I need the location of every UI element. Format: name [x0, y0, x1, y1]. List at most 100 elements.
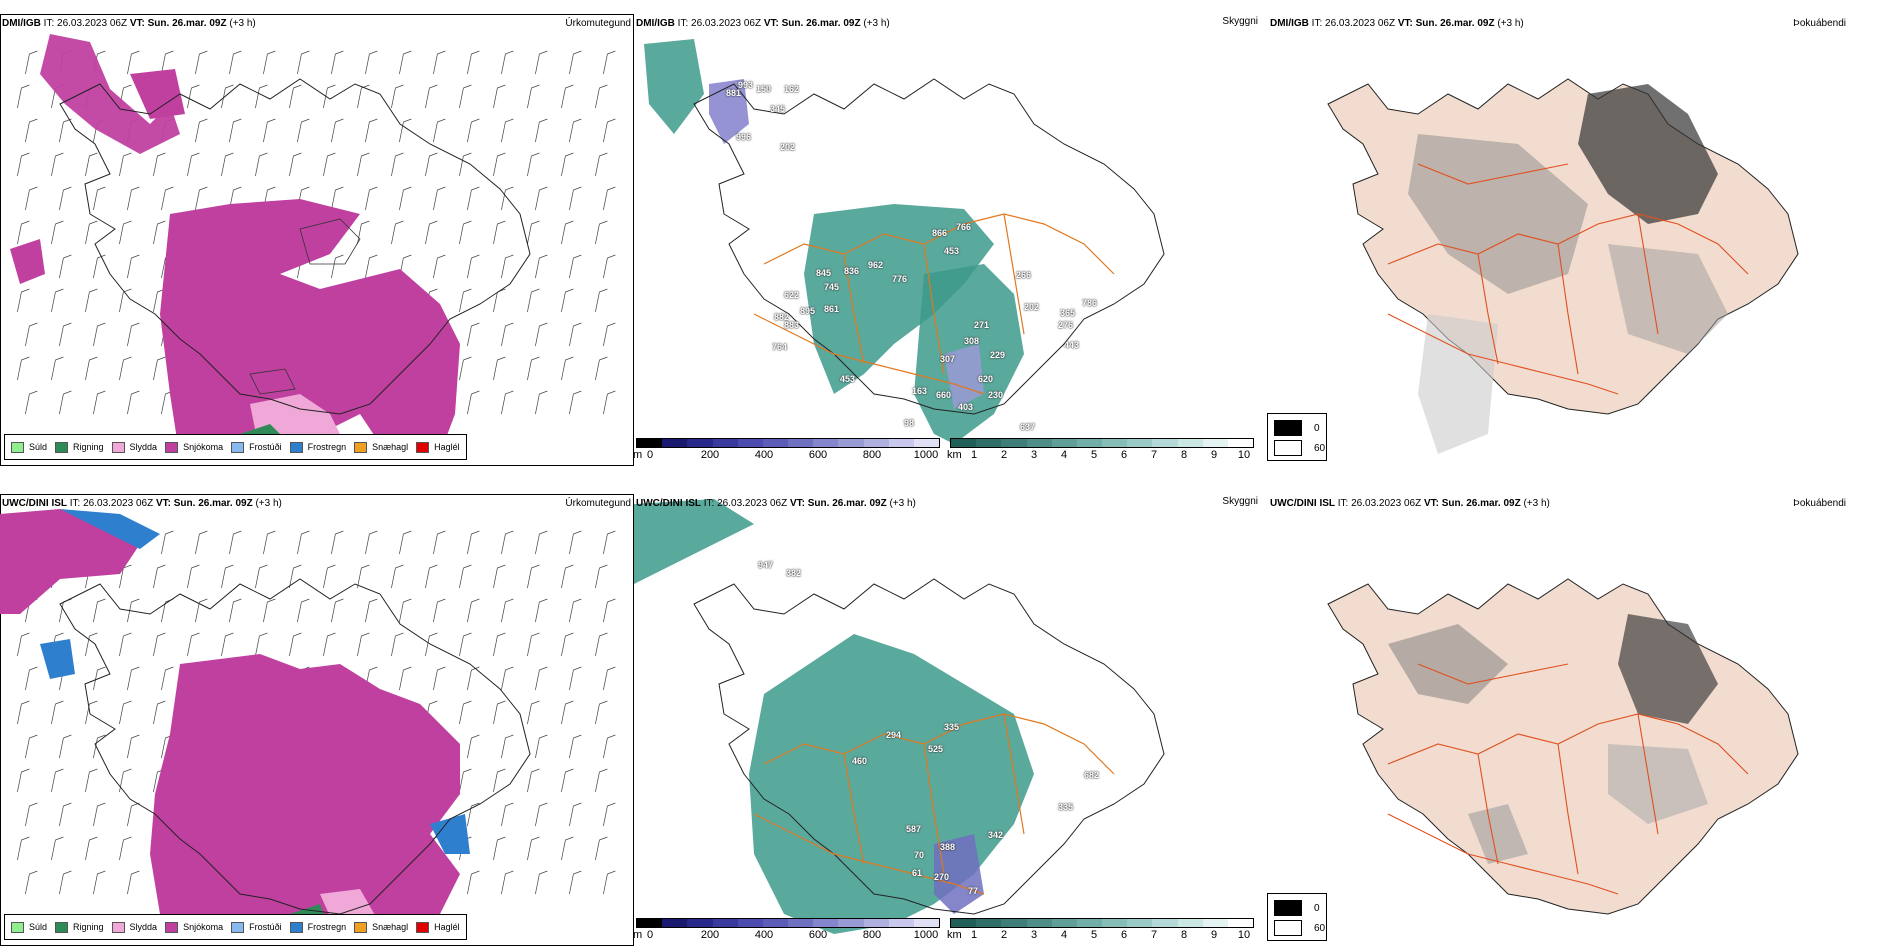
cloud-base-label: 660: [936, 390, 952, 400]
wind-barb: [569, 734, 582, 759]
cloud-base-label: 745: [824, 282, 840, 292]
panel-title: UWC/DINI ISL IT: 26.03.2023 06Z VT: Sun.…: [636, 498, 916, 509]
road-network: [753, 713, 1115, 895]
wind-barb: [127, 870, 140, 895]
scale-tick: 800: [862, 929, 882, 941]
wind-barb: [493, 84, 506, 109]
fog-medium-area: [1388, 624, 1508, 704]
cloud-base-scale: m 0 200 400 600 800 1000: [634, 438, 940, 462]
precip-legend: Súld Rigning Slydda Snjókoma Frostúði Fr…: [4, 914, 467, 940]
wind-barb: [399, 598, 412, 623]
wind-barb: [603, 390, 616, 415]
cloud-base-label: 335: [944, 722, 960, 732]
wind-barb: [595, 84, 608, 109]
scale-tick: 400: [754, 449, 774, 461]
wind-barb: [59, 186, 72, 211]
cloud-base-label: 294: [886, 730, 902, 740]
wind-barb: [365, 50, 378, 75]
wind-barb: [93, 322, 106, 347]
wind-barb: [391, 152, 404, 177]
cloud-base-label: 453: [840, 374, 856, 384]
wind-barb: [365, 598, 378, 623]
scale-tick: 200: [700, 929, 720, 941]
wind-barb: [535, 734, 548, 759]
fog-light-area: [1608, 744, 1708, 824]
cloud-base-label: 77: [968, 886, 979, 896]
fog-light-area: [1418, 314, 1498, 454]
visibility-scale: km 1 2 3 4 5 6 7 8 9 10: [947, 438, 1254, 462]
snow-area: [160, 199, 460, 459]
legend-item: Rigning: [55, 921, 104, 933]
scale-tick: 800: [862, 449, 882, 461]
wind-barb: [467, 734, 480, 759]
wind-barb: [323, 84, 336, 109]
wind-barb: [85, 836, 98, 861]
wind-barb: [603, 598, 616, 623]
wind-barb: [255, 84, 268, 109]
wind-barb: [17, 84, 30, 109]
precip-map-graphic: [0, 509, 616, 939]
cloud-base-label: 460: [852, 756, 868, 766]
legend-swatch: [231, 441, 245, 453]
wind-barb: [119, 356, 132, 381]
cloud-base-label: 150: [756, 84, 772, 94]
wind-barb: [425, 220, 438, 245]
wind-barb: [153, 356, 166, 381]
wind-barb: [467, 254, 480, 279]
wind-barb: [59, 254, 72, 279]
wind-barb: [501, 118, 514, 143]
precip-legend: Súld Rigning Slydda Snjókoma Frostúði Fr…: [4, 434, 467, 460]
fog-legend-swatch: [1274, 420, 1302, 436]
wind-barb: [17, 356, 30, 381]
wind-barb: [59, 390, 72, 415]
legend-swatch: [231, 921, 245, 933]
wind-barb: [595, 220, 608, 245]
cloud-base-label: 993: [738, 80, 754, 90]
panel-type-label: Skyggni: [1222, 16, 1258, 27]
wind-barb: [263, 50, 276, 75]
legend-swatch: [354, 921, 368, 933]
scale-tick: 6: [1120, 449, 1128, 461]
wind-barb: [297, 118, 310, 143]
wind-barb: [527, 700, 540, 725]
wind-barb: [433, 666, 446, 691]
snow-area: [150, 654, 460, 924]
wind-barb: [289, 564, 302, 589]
scale-tick: 4: [1060, 929, 1068, 941]
fog-medium-area: [1608, 244, 1728, 354]
wind-barb: [603, 186, 616, 211]
cloud-base-label: 883: [784, 320, 800, 330]
wind-barb: [535, 666, 548, 691]
cloud-base-label: 163: [912, 386, 928, 396]
wind-barb: [229, 530, 242, 555]
low-cloud-area: [944, 344, 984, 409]
scale-tick: 1: [970, 929, 978, 941]
wind-barb: [331, 530, 344, 555]
cloud-base-label: 764: [772, 342, 788, 352]
legend-swatch: [55, 441, 69, 453]
fog-legend-item: 0: [1274, 420, 1320, 436]
wind-barb: [527, 768, 540, 793]
wind-barbs: [17, 50, 616, 415]
wind-barb: [603, 118, 616, 143]
wind-barb: [569, 50, 582, 75]
fog-index-map-row2: UWC/DINI ISL IT: 26.03.2023 06Z VT: Sun.…: [1268, 494, 1898, 946]
wind-barb: [59, 598, 72, 623]
scale-tick: 2: [1000, 929, 1008, 941]
scale-tick: 4: [1060, 449, 1068, 461]
scale-unit: km: [947, 449, 962, 461]
wind-barb: [119, 632, 132, 657]
wind-barb: [119, 288, 132, 313]
wind-barb: [323, 152, 336, 177]
wind-barb: [467, 186, 480, 211]
scale-tick: 2: [1000, 449, 1008, 461]
cloud-base-label: 881: [726, 88, 742, 98]
wind-barb: [535, 870, 548, 895]
scale-unit: km: [947, 929, 962, 941]
low-visibility-area: [804, 204, 994, 394]
wind-barb: [561, 564, 574, 589]
panel-title: UWC/DINI ISL IT: 26.03.2023 06Z VT: Sun.…: [1270, 498, 1550, 509]
cloud-base-label: 61: [912, 868, 923, 878]
wind-barb: [467, 530, 480, 555]
wind-barb: [59, 322, 72, 347]
